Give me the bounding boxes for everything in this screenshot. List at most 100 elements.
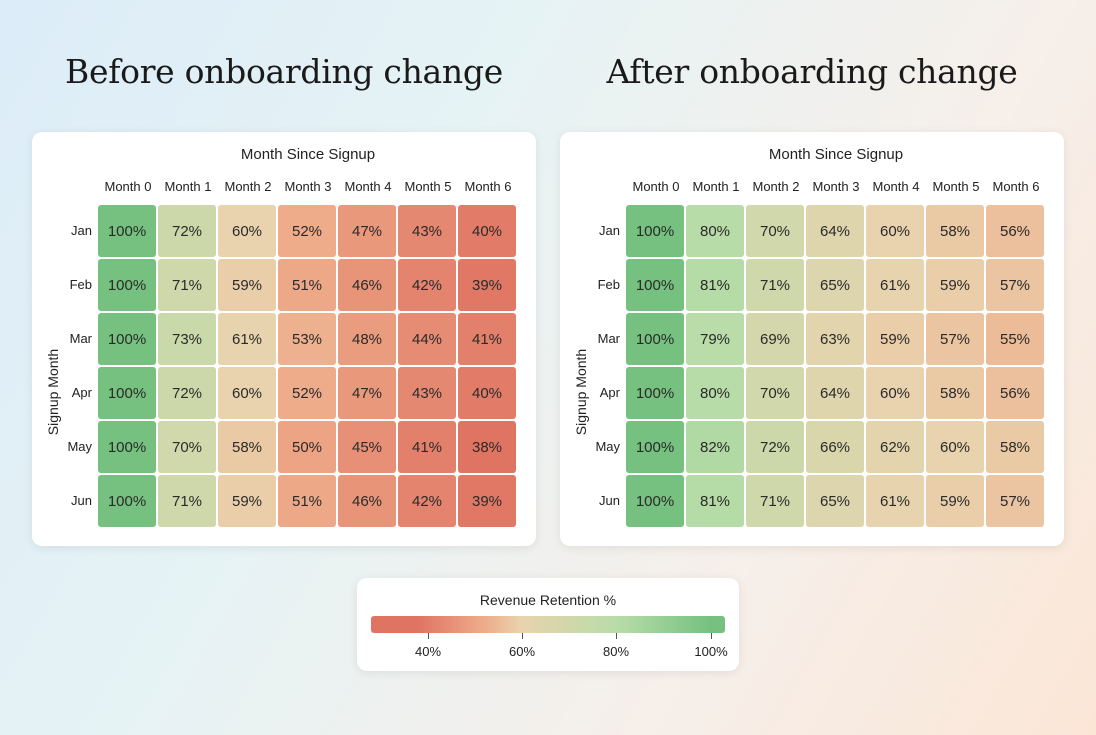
- heatmap-cell: 41%: [458, 313, 516, 365]
- heatmap-cell: 60%: [218, 205, 276, 257]
- row-label: Feb: [69, 277, 92, 292]
- heatmap-cell: 70%: [746, 367, 804, 419]
- row-label: Apr: [599, 385, 620, 400]
- column-label: Month 3: [812, 179, 860, 194]
- heatmap-cell: 73%: [158, 313, 216, 365]
- x-axis-title: Month Since Signup: [240, 146, 376, 163]
- heatmap-cell: 64%: [806, 205, 864, 257]
- heatmap-cell: 59%: [926, 475, 984, 527]
- heatmap-cell: 58%: [926, 367, 984, 419]
- legend-tick: [428, 633, 429, 639]
- color-legend: Revenue Retention % 40% 60% 80% 100%: [357, 578, 739, 671]
- heatmap-cell: 100%: [98, 475, 156, 527]
- column-label: Month 1: [692, 179, 740, 194]
- heatmap-cell: 71%: [158, 475, 216, 527]
- heatmap-cell: 39%: [458, 475, 516, 527]
- heatmap-cell: 60%: [866, 367, 924, 419]
- heatmap-cell: 100%: [98, 205, 156, 257]
- heatmap-cell: 45%: [338, 421, 396, 473]
- heatmap-cell: 46%: [338, 259, 396, 311]
- heatmap-cell: 58%: [986, 421, 1044, 473]
- column-label: Month 2: [224, 179, 272, 194]
- heatmap-cell: 58%: [926, 205, 984, 257]
- column-label: Month 1: [164, 179, 212, 194]
- heatmap-cell: 61%: [866, 259, 924, 311]
- heatmap-cell: 44%: [398, 313, 456, 365]
- heatmap-cell: 42%: [398, 259, 456, 311]
- heatmap-cell: 53%: [278, 313, 336, 365]
- heatmap-cell: 79%: [686, 313, 744, 365]
- heatmap-cell: 70%: [746, 205, 804, 257]
- heatmap-cell: 100%: [626, 205, 684, 257]
- heatmap-cell: 81%: [686, 475, 744, 527]
- heatmap-cell: 58%: [218, 421, 276, 473]
- heatmap-cell: 47%: [338, 205, 396, 257]
- legend-tick-label: 60%: [508, 644, 536, 659]
- heatmap-cell: 50%: [278, 421, 336, 473]
- heatmap-cell: 59%: [926, 259, 984, 311]
- heatmap-cell: 100%: [98, 313, 156, 365]
- column-label: Month 6: [464, 179, 512, 194]
- row-label: Mar: [69, 331, 92, 346]
- heatmap-cell: 40%: [458, 205, 516, 257]
- heatmap-cell: 100%: [626, 475, 684, 527]
- column-label: Month 4: [872, 179, 920, 194]
- heatmap-cell: 51%: [278, 475, 336, 527]
- x-axis-title: Month Since Signup: [768, 146, 904, 163]
- heatmap-cell: 100%: [626, 313, 684, 365]
- heatmap-cell: 100%: [98, 367, 156, 419]
- heatmap-cell: 61%: [866, 475, 924, 527]
- heatmap-cell: 40%: [458, 367, 516, 419]
- column-label: Month 3: [284, 179, 332, 194]
- row-label: Feb: [597, 277, 620, 292]
- heatmap-cell: 41%: [398, 421, 456, 473]
- heatmap-cell: 57%: [986, 259, 1044, 311]
- heatmap-cell: 100%: [626, 259, 684, 311]
- row-label: Jan: [71, 223, 92, 238]
- heatmap-cell: 39%: [458, 259, 516, 311]
- column-label: Month 6: [992, 179, 1040, 194]
- heatmap-cell: 100%: [626, 367, 684, 419]
- heatmap-cell: 43%: [398, 367, 456, 419]
- heatmap-cell: 47%: [338, 367, 396, 419]
- heatmap-cell: 48%: [338, 313, 396, 365]
- heatmap-cell: 72%: [158, 205, 216, 257]
- legend-tick-label: 40%: [414, 644, 442, 659]
- column-label: Month 0: [104, 179, 152, 194]
- row-label: Jan: [599, 223, 620, 238]
- heatmap-cell: 70%: [158, 421, 216, 473]
- heatmap-cell: 59%: [218, 475, 276, 527]
- column-label: Month 5: [932, 179, 980, 194]
- heatmap-cell: 71%: [746, 259, 804, 311]
- heatmap-cell: 65%: [806, 259, 864, 311]
- heatmap-cell: 100%: [98, 259, 156, 311]
- heatmap-cell: 59%: [866, 313, 924, 365]
- heatmap-cell: 56%: [986, 367, 1044, 419]
- panel-title-before: Before onboarding change: [65, 52, 503, 91]
- legend-tick-label: 80%: [602, 644, 630, 659]
- heatmap-cell: 57%: [926, 313, 984, 365]
- heatmap-cell: 71%: [746, 475, 804, 527]
- legend-tick: [522, 633, 523, 639]
- heatmap-cell: 52%: [278, 205, 336, 257]
- heatmap-cell: 69%: [746, 313, 804, 365]
- heatmap-cell: 72%: [158, 367, 216, 419]
- heatmap-cell: 60%: [866, 205, 924, 257]
- heatmap-cell: 71%: [158, 259, 216, 311]
- heatmap-cell: 100%: [98, 421, 156, 473]
- column-label: Month 2: [752, 179, 800, 194]
- row-label: May: [67, 439, 92, 454]
- heatmap-cell: 38%: [458, 421, 516, 473]
- heatmap-cell: 55%: [986, 313, 1044, 365]
- heatmap-cell: 52%: [278, 367, 336, 419]
- heatmap-cell: 65%: [806, 475, 864, 527]
- heatmap-cell: 60%: [218, 367, 276, 419]
- heatmap-cell: 82%: [686, 421, 744, 473]
- heatmap-cell: 100%: [626, 421, 684, 473]
- row-label: May: [595, 439, 620, 454]
- legend-tick: [616, 633, 617, 639]
- legend-title: Revenue Retention %: [479, 592, 617, 608]
- legend-tick-label: 100%: [694, 644, 728, 659]
